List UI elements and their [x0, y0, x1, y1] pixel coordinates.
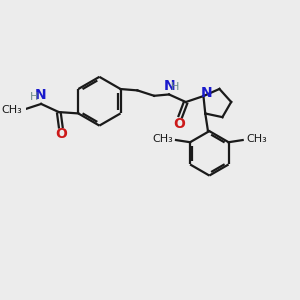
Text: O: O: [55, 127, 67, 141]
Text: N: N: [35, 88, 46, 102]
Text: N: N: [164, 79, 176, 93]
Text: N: N: [200, 86, 212, 100]
Text: CH₃: CH₃: [2, 105, 22, 115]
Text: CH₃: CH₃: [152, 134, 173, 144]
Text: H: H: [30, 92, 39, 102]
Text: O: O: [173, 117, 185, 131]
Text: CH₃: CH₃: [246, 134, 267, 144]
Text: H: H: [171, 82, 179, 92]
